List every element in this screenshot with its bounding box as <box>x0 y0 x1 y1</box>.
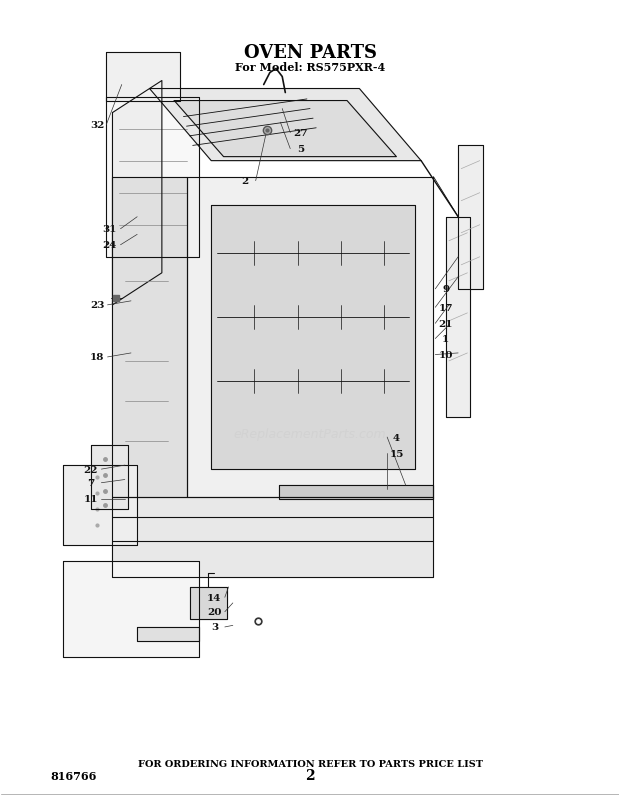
Text: 1: 1 <box>442 335 450 344</box>
Polygon shape <box>63 561 199 658</box>
Polygon shape <box>190 587 227 619</box>
Text: 21: 21 <box>438 320 453 328</box>
Text: OVEN PARTS: OVEN PARTS <box>244 44 376 63</box>
Text: 20: 20 <box>207 607 221 617</box>
Polygon shape <box>91 446 128 510</box>
Polygon shape <box>149 89 421 161</box>
Text: 5: 5 <box>297 145 304 154</box>
Text: 17: 17 <box>438 304 453 312</box>
Polygon shape <box>211 206 415 470</box>
Text: 32: 32 <box>90 121 104 130</box>
Text: FOR ORDERING INFORMATION REFER TO PARTS PRICE LIST: FOR ORDERING INFORMATION REFER TO PARTS … <box>138 759 482 768</box>
Text: 27: 27 <box>293 129 308 138</box>
Polygon shape <box>112 81 162 305</box>
Polygon shape <box>63 466 137 545</box>
Text: 23: 23 <box>90 301 104 310</box>
Text: 14: 14 <box>207 593 221 602</box>
Text: 2: 2 <box>242 177 249 186</box>
Text: 816766: 816766 <box>51 770 97 781</box>
Text: 9: 9 <box>442 285 450 294</box>
Text: 18: 18 <box>90 353 104 362</box>
Text: 11: 11 <box>84 495 98 503</box>
Text: 7: 7 <box>87 479 94 487</box>
Polygon shape <box>112 177 187 498</box>
Polygon shape <box>174 101 396 157</box>
Text: 15: 15 <box>389 449 404 458</box>
Text: 31: 31 <box>102 225 117 234</box>
Polygon shape <box>112 498 433 577</box>
Text: eReplacementParts.com: eReplacementParts.com <box>234 427 386 440</box>
Polygon shape <box>106 97 199 258</box>
Polygon shape <box>137 627 199 642</box>
Polygon shape <box>187 177 433 498</box>
Polygon shape <box>458 145 483 289</box>
Text: 3: 3 <box>211 622 218 632</box>
Text: 24: 24 <box>102 241 117 250</box>
Text: 4: 4 <box>393 433 400 442</box>
Polygon shape <box>106 54 180 101</box>
Text: 2: 2 <box>305 768 315 782</box>
Polygon shape <box>279 486 433 499</box>
Text: 10: 10 <box>438 351 453 360</box>
Text: For Model: RS575PXR-4: For Model: RS575PXR-4 <box>235 63 385 73</box>
Polygon shape <box>446 218 471 418</box>
Text: 22: 22 <box>84 465 98 474</box>
